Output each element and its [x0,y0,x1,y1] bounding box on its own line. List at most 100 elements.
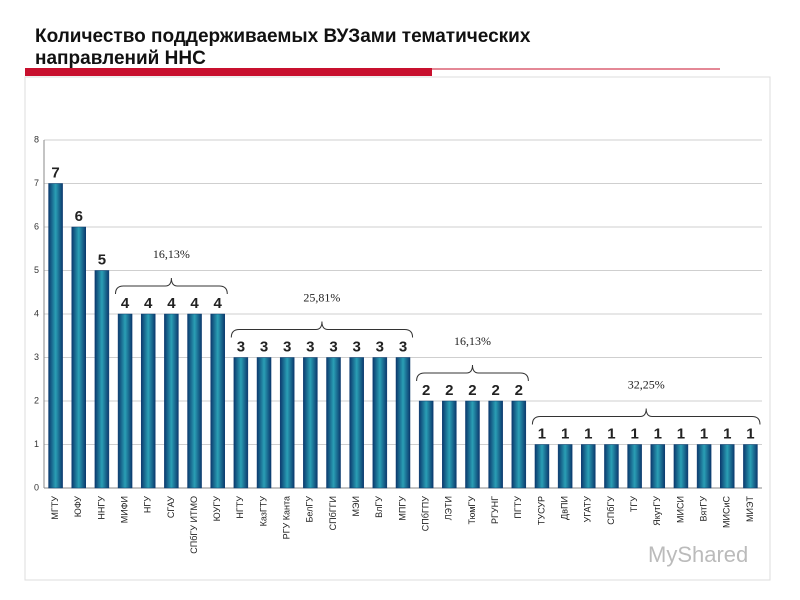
value-label: 2 [422,382,430,399]
value-label: 4 [144,295,153,312]
x-tick-label: КазГТУ [258,496,268,527]
bar [48,183,63,489]
annotation: 25,81% [303,291,340,305]
x-tick-label: МГТУ [50,496,60,520]
bar [627,444,642,489]
x-tick-label: НГУ [143,496,153,513]
bar [164,313,179,489]
x-tick-label: ННГУ [96,496,106,520]
value-label: 7 [51,165,59,182]
title-line-2: направлений ННС [35,48,206,69]
x-tick-label: МИФИ [119,496,129,523]
bar [673,444,689,489]
bar [256,357,272,489]
bar [442,400,457,489]
x-tick-label: МПГУ [397,496,407,521]
bar [395,357,411,489]
x-tick-label: СПбГПУ [421,496,431,531]
x-tick-label: ТГУ [629,496,639,512]
value-label: 3 [260,339,268,356]
annotation: 16,13% [454,334,491,348]
x-tick-label: ПГТУ [513,496,523,519]
y-tick-label: 5 [34,265,39,275]
bar [303,357,318,489]
bar [488,400,503,489]
y-tick-label: 1 [34,439,39,449]
bracket [416,364,529,382]
bar [233,357,249,489]
value-label: 3 [399,339,407,356]
x-tick-label: МИСИ [675,496,685,523]
y-tick-label: 7 [34,178,39,188]
value-label: 2 [445,382,453,399]
value-label: 1 [561,426,569,443]
x-tick-label: ЮУГУ [212,496,222,522]
bar [581,444,596,489]
bar [604,444,619,489]
value-label: 4 [167,295,176,312]
value-label: 1 [538,426,546,443]
value-label: 3 [306,339,314,356]
x-tick-label: СПбГГИ [328,496,338,530]
bar [279,357,295,489]
value-label: 2 [468,382,476,399]
value-label: 1 [677,426,685,443]
value-label: 4 [190,295,199,312]
value-label: 3 [283,339,291,356]
x-tick-label: ЮФУ [73,496,83,518]
title-line-1: Количество поддерживаемых ВУЗами тематич… [35,26,531,47]
bar [418,400,434,489]
bracket [531,408,761,425]
value-label: 6 [75,208,83,225]
x-tick-label: ДвПИ [560,496,570,520]
value-label: 3 [237,339,245,356]
bar [349,357,364,489]
bar [557,444,573,489]
bar [465,400,480,489]
x-tick-label: ЯкутГУ [652,496,662,526]
x-tick-label: МИЭТ [745,496,755,522]
value-label: 1 [584,426,592,443]
bracket [230,321,414,338]
annotation: 32,25% [628,378,665,392]
x-tick-label: НГТУ [235,496,245,519]
bar [650,444,666,489]
x-tick-label: МЭИ [351,496,361,516]
title-bar [25,68,432,76]
y-tick-label: 4 [34,308,39,318]
bar [534,444,550,489]
bar [210,313,225,489]
x-tick-label: РГУНГ [490,496,500,524]
value-label: 3 [329,339,337,356]
value-label: 2 [515,382,523,399]
bar [372,357,388,489]
x-tick-label: УГАТУ [583,496,593,523]
value-label: 1 [723,426,731,443]
bar [117,313,133,489]
bar [511,400,527,489]
x-tick-label: СПбГУ ИТМО [189,496,199,554]
bar [743,444,758,489]
x-tick-label: ТюмГУ [467,496,477,525]
bar [71,226,86,489]
x-tick-label: СПбГУ [606,496,616,525]
value-label: 1 [654,426,662,443]
value-label: 3 [353,339,361,356]
value-label: 1 [607,426,615,443]
bar [326,357,341,489]
x-tick-label: СГАУ [166,496,176,518]
bar [720,444,735,489]
y-tick-label: 0 [34,482,39,492]
bar [696,444,712,489]
annotation: 16,13% [153,247,190,261]
value-label: 2 [491,382,499,399]
x-tick-label: БелГУ [305,496,315,523]
value-label: 4 [121,295,130,312]
value-label: 1 [700,426,708,443]
x-tick-label: ВятГУ [698,496,708,522]
x-tick-label: ЛЭТИ [444,496,454,520]
value-label: 1 [630,426,638,443]
x-tick-label: РГУ Канта [282,496,292,539]
x-tick-label: ВлГУ [374,496,384,518]
